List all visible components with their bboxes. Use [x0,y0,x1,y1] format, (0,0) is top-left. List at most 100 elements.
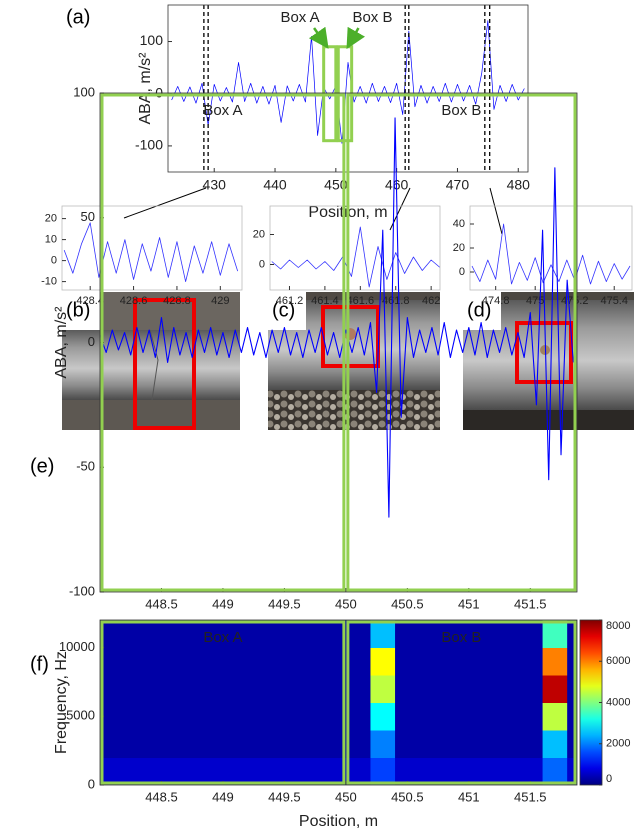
box-label: Box A [203,102,242,119]
y-axis-label: ABA, m/s² [137,52,154,125]
x-tick-label: 448.5 [145,596,178,611]
heat-cell [542,702,568,731]
x-tick-label: 451 [458,596,480,611]
heat-cell [468,647,494,676]
x-tick-label: 430 [203,177,227,193]
heat-cell [493,620,519,648]
chart: 0 2000 4000 6000 8000 448.5 449 449.5 450 450.5 45… [53,619,630,830]
y-tick-label: 100 [73,84,95,99]
panel-label: (b) [66,299,90,321]
heat-cell [222,620,249,648]
heat-cell [124,757,150,785]
heat-cell [247,620,273,648]
heat-cell [395,702,421,731]
highlight-box [346,93,577,592]
chart: 448.5 449 449.5 450 450.5 451 451.5 -100 -50 0 50 1… [53,84,578,640]
heat-cell [149,675,175,703]
heat-cell [321,647,347,676]
plot-area [100,620,577,785]
heat-cell [444,647,470,676]
heat-cell [124,675,150,703]
heat-cell [370,675,396,703]
heat-cell [272,675,298,703]
heat-cell [345,620,371,648]
heat-cell [370,730,396,758]
heat-cell [468,730,494,758]
chart: 428.4 428.6 428.8 429 -10 0 10 20 [41,205,243,307]
y-tick-label: -10 [41,276,57,288]
x-tick-label: 428.6 [120,295,148,307]
heat-cell [419,757,445,785]
y-tick-label: 20 [45,213,57,225]
heat-cell [149,620,175,648]
heat-cell [149,730,175,758]
heat-cell [542,675,568,703]
heat-cell [517,730,544,758]
heat-cell [493,757,519,785]
signal-line [471,223,631,285]
y-tick-label: 5000 [66,708,95,723]
x-tick-label: 470 [446,177,470,193]
x-tick-label: 461.4 [311,295,339,307]
heat-cell [198,647,224,676]
highlight-box [100,93,346,592]
heat-cell [100,730,126,758]
heat-cell [198,702,224,731]
colorbar-tick-label: 8000 [606,620,630,632]
heat-cell [517,702,544,731]
heat-cell [370,757,396,785]
heat-cell [517,620,544,648]
colorbar [579,619,603,786]
heat-cell [124,702,150,731]
heat-cell [198,730,224,758]
heat-cell [542,647,568,676]
x-tick-label: 461.6 [347,295,375,307]
plot-area [63,222,239,282]
heat-cell [100,620,126,648]
highlight-box [346,620,577,785]
heat-cell [247,730,273,758]
heat-cell [149,757,175,785]
heat-cell [222,675,249,703]
colorbar-tick-label: 2000 [606,738,630,750]
y-tick-label: 0 [51,255,57,267]
signal-line [63,222,239,282]
heat-cell [173,730,199,758]
x-tick-label: 450 [324,177,348,193]
heat-cell [296,620,322,648]
heat-cell [419,620,445,648]
heat-cell [345,675,371,703]
x-tick-label: 475 [526,295,544,307]
box-arrow [308,26,329,49]
heat-cell [124,620,150,648]
heat-cell [173,675,199,703]
heat-cell [222,730,249,758]
y-tick-label: -100 [69,583,95,598]
heat-cell [247,757,273,785]
heat-cell [517,757,544,785]
heat-cell [124,647,150,676]
heat-cell [247,702,273,731]
y-tick-label: 0 [88,334,95,349]
heat-cell [222,757,249,785]
signal-line [271,226,440,288]
y-tick-label: 0 [459,266,465,278]
x-tick-label: 462 [422,295,440,307]
heat-cell [493,702,519,731]
x-tick-label: 451.5 [514,789,547,804]
photo-b [62,292,240,430]
colorbar-tick-label: 6000 [606,655,630,667]
heat-cell [272,757,298,785]
heat-cell [222,647,249,676]
heat-cell [567,675,577,703]
heat-cell [395,647,421,676]
x-tick-label: 461.2 [276,295,304,307]
heat-cell [542,730,568,758]
heat-cell [517,675,544,703]
heat-cell [100,675,126,703]
heat-cell [542,620,568,648]
heat-cell [419,730,445,758]
y-tick-label: 0 [259,258,265,270]
x-tick-label: 480 [507,177,531,193]
